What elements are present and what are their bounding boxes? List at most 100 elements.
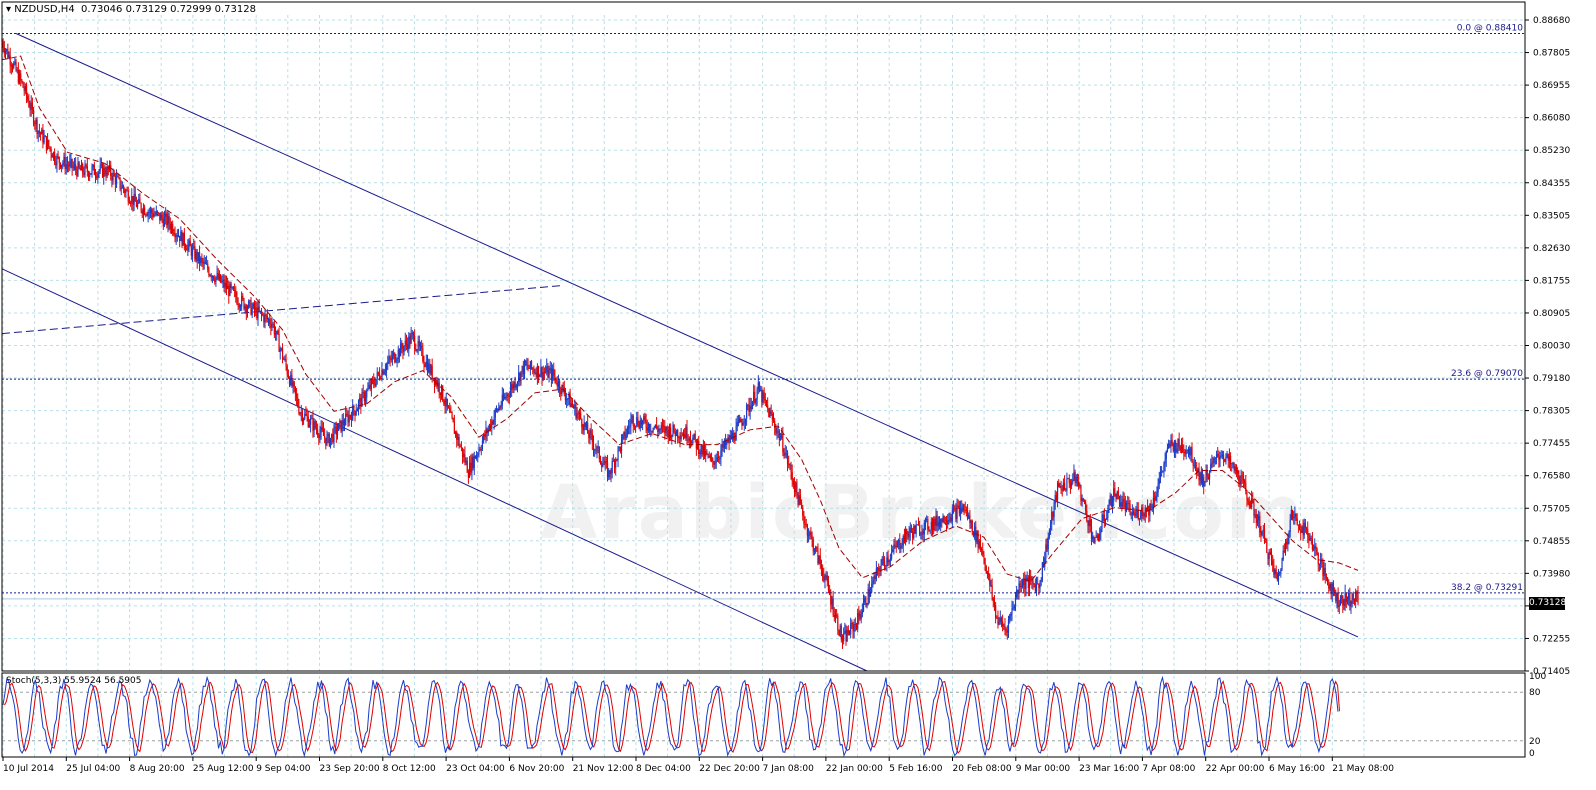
candle-body xyxy=(1281,559,1283,570)
candle-body xyxy=(1115,496,1117,500)
candle-body xyxy=(223,279,225,288)
candle-body xyxy=(684,433,686,438)
collapse-arrow-icon[interactable]: ▾ xyxy=(6,4,12,15)
candle-body xyxy=(1027,577,1029,589)
candle-body xyxy=(508,395,510,397)
candle-body xyxy=(1275,569,1277,574)
candle-body xyxy=(1013,606,1015,609)
price-tick-label: 0.75705 xyxy=(1533,504,1570,514)
candle-body xyxy=(402,348,404,352)
candle-body xyxy=(520,371,522,382)
candle-body xyxy=(163,216,166,227)
candle-body xyxy=(1210,463,1212,473)
candle-body xyxy=(667,430,669,438)
candle-body xyxy=(1215,453,1218,458)
candle-body xyxy=(578,412,581,414)
candle-body xyxy=(562,384,564,388)
candle-body xyxy=(976,531,978,542)
candle-body xyxy=(534,372,536,374)
candle-body xyxy=(749,405,751,412)
candle-body xyxy=(246,307,249,313)
candle-body xyxy=(258,306,260,312)
candle-body xyxy=(1060,486,1062,490)
candle-body xyxy=(530,361,533,369)
candle-body xyxy=(3,48,5,53)
candle-body xyxy=(390,358,392,360)
candle-body xyxy=(1056,482,1059,501)
candle-body xyxy=(591,434,593,443)
candle-body xyxy=(270,323,272,328)
candle-body xyxy=(55,161,57,166)
candle-body xyxy=(854,623,856,626)
candle-body xyxy=(186,248,188,251)
candle-body xyxy=(951,510,953,522)
candle-body xyxy=(1287,538,1289,545)
candle-body xyxy=(48,139,50,147)
candle-body xyxy=(678,437,680,439)
candle-body xyxy=(1288,531,1290,539)
candle-body xyxy=(523,360,526,375)
candle-body xyxy=(196,251,198,262)
candle-body xyxy=(446,398,448,407)
candle-body xyxy=(637,417,639,426)
time-tick-label: 8 Aug 20:00 xyxy=(130,764,185,774)
candle-body xyxy=(473,455,475,468)
candle-body xyxy=(128,201,131,204)
candle-body xyxy=(671,434,673,439)
candle-body xyxy=(630,419,632,427)
candle-body xyxy=(685,427,687,438)
candle-body xyxy=(1283,550,1285,552)
candle-body xyxy=(811,535,813,540)
candle-body xyxy=(180,231,182,242)
candle-body xyxy=(803,515,805,524)
candle-body xyxy=(288,377,291,385)
candle-body xyxy=(101,164,104,177)
candle-body xyxy=(871,583,873,592)
candle-body xyxy=(955,507,957,520)
candle-body xyxy=(785,452,787,454)
candle-body xyxy=(312,417,314,431)
candle-body xyxy=(680,435,682,440)
candle-body xyxy=(93,164,95,175)
candle-body xyxy=(732,432,734,439)
candle-body xyxy=(105,174,107,176)
candle-body xyxy=(1123,499,1125,503)
candle-body xyxy=(817,548,819,564)
candle-body xyxy=(730,435,733,439)
candle-body xyxy=(458,436,460,447)
candle-body xyxy=(120,188,122,190)
candle-body xyxy=(52,152,55,158)
candle-body xyxy=(154,214,156,216)
candle-body xyxy=(1301,526,1303,533)
candle-body xyxy=(750,405,752,410)
candle-body xyxy=(1000,617,1003,622)
candle-body xyxy=(970,520,972,523)
candle-body xyxy=(1087,520,1089,526)
candle-body xyxy=(761,389,763,403)
candle-body xyxy=(700,444,702,453)
candle-body xyxy=(836,614,838,617)
candle-body xyxy=(708,455,710,458)
candle-body xyxy=(982,550,984,555)
candle-body xyxy=(99,165,101,171)
candle-body xyxy=(1351,593,1353,604)
candle-body xyxy=(985,566,987,574)
candle-body xyxy=(1161,471,1163,473)
candle-body xyxy=(7,49,9,58)
candle-body xyxy=(1266,539,1268,553)
candle-body xyxy=(1104,519,1107,522)
candle-body xyxy=(674,432,676,437)
candle-body xyxy=(1062,482,1065,491)
candle-body xyxy=(1189,448,1191,456)
candle-body xyxy=(713,461,715,465)
candle-body xyxy=(251,307,253,315)
candle-body xyxy=(148,211,150,213)
candle-body xyxy=(800,502,803,507)
candle-body xyxy=(996,617,998,619)
candle-body xyxy=(763,392,765,399)
candle-body xyxy=(1179,446,1181,451)
candle-body xyxy=(291,374,293,386)
candle-body xyxy=(382,369,384,375)
candle-body xyxy=(605,460,607,463)
